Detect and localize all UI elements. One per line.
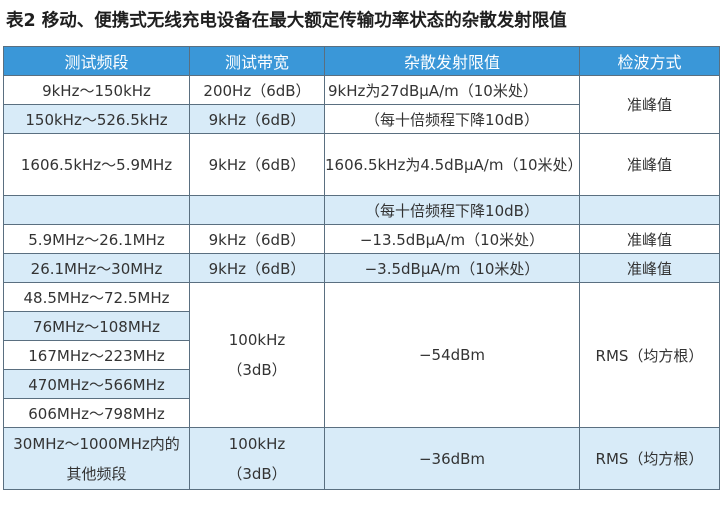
- header-test-band: 测试频段: [3, 46, 190, 76]
- table-row: 1606.5kHz～5.9MHz 9kHz（6dB） 1606.5kHz为4.5…: [3, 133, 720, 196]
- table-header-row: 测试频段 测试带宽 杂散发射限值 检波方式: [3, 46, 720, 76]
- spurious-emission-table: 测试频段 测试带宽 杂散发射限值 检波方式 9kHz～150kHz 200Hz（…: [3, 46, 720, 490]
- table-row: 470MHz～566MHz: [3, 369, 720, 399]
- bandwidth-cell: 9kHz（6dB）: [189, 133, 325, 196]
- detector-cell: 准峰值: [579, 224, 720, 254]
- band-cell: 5.9MHz～26.1MHz: [3, 224, 190, 254]
- detector-cell: RMS（均方根）: [579, 427, 720, 490]
- table-row: 606MHz～798MHz: [3, 398, 720, 428]
- header-detector: 检波方式: [579, 46, 720, 76]
- limit-cell: −36dBm: [324, 427, 580, 490]
- limit-cell: 1606.5kHz为4.5dBμA/m（10米处）: [324, 133, 580, 196]
- table-row: 150kHz～526.5kHz 9kHz（6dB） （每十倍频程下降10dB）: [3, 104, 720, 134]
- band-cell: 76MHz～108MHz: [3, 311, 190, 341]
- table-row: 5.9MHz～26.1MHz 9kHz（6dB） −13.5dBμA/m（10米…: [3, 224, 720, 254]
- header-emission-limit: 杂散发射限值: [324, 46, 580, 76]
- spurious-emission-table-container: 测试频段 测试带宽 杂散发射限值 检波方式 9kHz～150kHz 200Hz（…: [3, 46, 720, 490]
- bandwidth-line1: 100kHz: [228, 434, 286, 453]
- band-line2: 其他频段: [66, 464, 127, 483]
- bandwidth-cell: 200Hz（6dB）: [189, 75, 325, 105]
- band-cell: 26.1MHz～30MHz: [3, 253, 190, 283]
- limit-cell: 9kHz为27dBμA/m（10米处）: [324, 75, 580, 105]
- band-cell: 1606.5kHz～5.9MHz: [3, 133, 190, 196]
- band-cell: 606MHz～798MHz: [3, 398, 190, 428]
- limit-cell: （每十倍频程下降10dB）: [324, 104, 580, 134]
- limit-cell: −13.5dBμA/m（10米处）: [324, 224, 580, 254]
- bandwidth-cell: 9kHz（6dB）: [189, 253, 325, 283]
- detector-cell: 准峰值: [579, 133, 720, 196]
- bandwidth-cell-group: 100kHz （3dB）: [189, 282, 325, 428]
- band-cell: 9kHz～150kHz: [3, 75, 190, 105]
- bandwidth-cell-empty: [189, 195, 325, 225]
- bandwidth-cell: 100kHz （3dB）: [189, 427, 325, 490]
- limit-cell: −3.5dBμA/m（10米处）: [324, 253, 580, 283]
- table-row: 76MHz～108MHz: [3, 311, 720, 341]
- band-cell: 470MHz～566MHz: [3, 369, 190, 399]
- table-row: 9kHz～150kHz 200Hz（6dB） 9kHz为27dBμA/m（10米…: [3, 75, 720, 134]
- band-cell: 48.5MHz～72.5MHz: [3, 282, 190, 312]
- table-row: 26.1MHz～30MHz 9kHz（6dB） −3.5dBμA/m（10米处）…: [3, 253, 720, 283]
- detector-cell: 准峰值: [579, 253, 720, 283]
- band-cell-other: 30MHz～1000MHz内的 其他频段: [3, 427, 190, 490]
- band-cell: 167MHz～223MHz: [3, 340, 190, 370]
- band-cell-empty: [3, 195, 190, 225]
- limit-cell-group: −54dBm: [324, 282, 580, 428]
- table-row: （每十倍频程下降10dB）: [3, 195, 720, 225]
- band-cell: 150kHz～526.5kHz: [3, 104, 190, 134]
- bandwidth-line2: （3dB）: [227, 464, 287, 483]
- table-row: 167MHz～223MHz: [3, 340, 720, 370]
- bandwidth-line1: 100kHz: [228, 331, 286, 349]
- detector-cell: 准峰值: [579, 75, 720, 134]
- limit-cell: （每十倍频程下降10dB）: [324, 195, 580, 225]
- table-row: 30MHz～1000MHz内的 其他频段 100kHz （3dB） −36dBm…: [3, 427, 720, 490]
- detector-cell-empty: [579, 195, 720, 225]
- table-title: 表2 移动、便携式无线充电设备在最大额定传输功率状态的杂散发射限值: [6, 11, 567, 31]
- detector-cell-group: RMS（均方根）: [579, 282, 720, 428]
- header-test-bandwidth: 测试带宽: [189, 46, 325, 76]
- bandwidth-line2: （3dB）: [227, 361, 287, 379]
- table-row: 48.5MHz～72.5MHz 100kHz （3dB） −54dBm RMS（…: [3, 282, 720, 428]
- bandwidth-cell: 9kHz（6dB）: [189, 224, 325, 254]
- band-line1: 30MHz～1000MHz内的: [13, 434, 180, 453]
- bandwidth-cell: 9kHz（6dB）: [189, 104, 325, 134]
